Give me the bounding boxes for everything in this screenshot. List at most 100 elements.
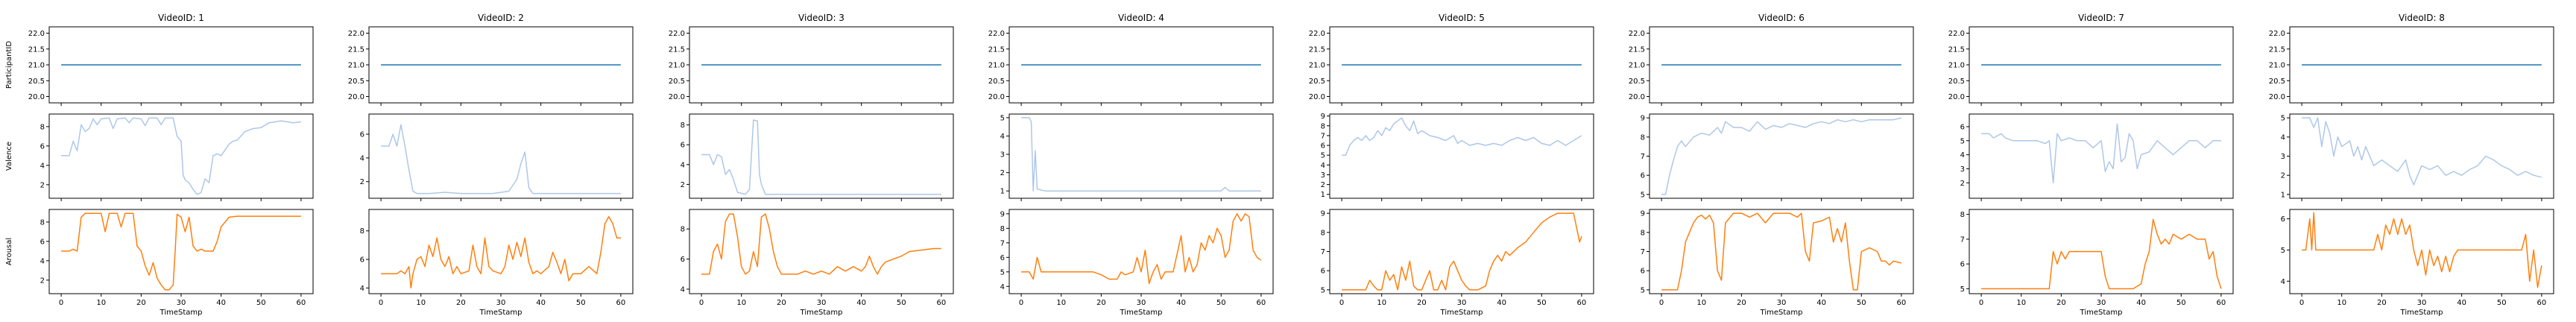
x-tick-label: 20 [1096, 299, 1106, 307]
x-tick-label: 50 [897, 299, 906, 307]
y-tick-label: 9 [1641, 210, 1645, 218]
series-line-arousal-video-5 [1342, 212, 1582, 291]
y-tick-label: 20.0 [1629, 93, 1645, 101]
y-tick-label: 5 [1000, 268, 1005, 277]
y-tick-label: 7 [1321, 248, 1325, 256]
y-tick-label: 4 [681, 285, 685, 294]
series-line-valence-video-3 [701, 119, 941, 195]
y-tick-label: 20.5 [1629, 78, 1645, 86]
y-tick-label: 8 [1321, 229, 1325, 237]
x-tick-label: 60 [616, 299, 626, 307]
y-tick-label: 6 [2281, 215, 2285, 224]
y-tick-label: 21.0 [1948, 62, 1965, 70]
y-tick-label: 4 [2281, 133, 2285, 142]
panel-frame-r2-c4 [1008, 113, 1274, 199]
x-tick-label: 60 [1257, 299, 1266, 307]
y-tick-label: 21.5 [28, 45, 45, 54]
y-tick-label: 20.5 [348, 78, 364, 86]
y-axis-label-valence: Valence [5, 142, 13, 171]
series-line-valence-video-6 [1661, 117, 1902, 195]
x-tick-label: 0 [59, 299, 63, 307]
y-tick-label: 8 [681, 121, 685, 130]
y-tick-label: 22.0 [348, 30, 364, 38]
y-tick-label: 1 [2281, 191, 2285, 199]
y-tick-label: 4 [1000, 283, 1005, 291]
y-tick-label: 2 [2281, 172, 2285, 180]
panel-frame-r3-c2 [368, 209, 634, 294]
y-tick-label: 22.0 [2269, 30, 2285, 38]
y-tick-label: 20.5 [1309, 78, 1325, 86]
series-line-valence-video-2 [381, 124, 621, 195]
x-tick-label: 40 [1497, 299, 1506, 307]
x-tick-label: 40 [536, 299, 546, 307]
series-line-valence-video-8 [2302, 117, 2542, 186]
x-tick-label: 40 [1176, 299, 1186, 307]
y-tick-label: 6 [360, 256, 364, 265]
series-line-arousal-video-2 [381, 215, 621, 289]
y-tick-label: 20.0 [1309, 93, 1325, 101]
y-tick-label: 6 [1960, 123, 1965, 131]
y-tick-label: 8 [1960, 211, 1965, 219]
y-tick-label: 8 [1321, 122, 1325, 130]
x-tick-label: 0 [1019, 299, 1023, 307]
panel-frame-r2-c7 [1969, 113, 2234, 199]
y-tick-label: 2 [1321, 181, 1325, 189]
y-tick-label: 21.0 [348, 62, 364, 70]
y-tick-label: 22.0 [28, 30, 45, 38]
series-line-valence-video-1 [61, 117, 301, 195]
x-tick-label: 20 [1737, 299, 1746, 307]
y-tick-label: 21.0 [2269, 62, 2285, 70]
y-tick-label: 5 [1960, 285, 1965, 294]
x-tick-label: 30 [1137, 299, 1146, 307]
panel-frame-r2-c1 [48, 113, 314, 199]
y-tick-label: 20.0 [28, 93, 45, 101]
x-tick-label: 30 [496, 299, 506, 307]
x-tick-label: 50 [1537, 299, 1547, 307]
panel-title-video-4: VideoID: 4 [1118, 13, 1164, 23]
y-tick-label: 1 [1321, 191, 1325, 199]
series-line-arousal-video-6 [1661, 212, 1902, 291]
y-tick-label: 6 [1960, 261, 1965, 269]
y-tick-label: 8 [681, 226, 685, 234]
x-axis-label: TimeStamp [2400, 309, 2443, 317]
y-tick-label: 20.0 [1948, 93, 1965, 101]
y-tick-label: 2 [40, 181, 45, 189]
y-tick-label: 1 [1000, 188, 1005, 196]
y-tick-label: 6 [1641, 172, 1645, 180]
series-line-arousal-video-3 [701, 213, 941, 275]
panel-frame-r2-c6 [1649, 113, 1914, 199]
y-tick-label: 3 [1000, 151, 1005, 160]
y-tick-label: 4 [360, 285, 364, 293]
x-tick-label: 0 [1339, 299, 1344, 307]
y-tick-label: 21.5 [1629, 45, 1645, 54]
y-tick-label: 4 [681, 161, 685, 169]
x-tick-label: 10 [2016, 299, 2026, 307]
y-tick-label: 5 [1321, 286, 1325, 294]
y-tick-label: 3 [2281, 153, 2285, 161]
x-tick-label: 40 [2136, 299, 2146, 307]
x-tick-label: 50 [576, 299, 586, 307]
panel-title-video-2: VideoID: 2 [478, 13, 524, 23]
x-axis-label: TimeStamp [1440, 309, 1483, 317]
x-tick-label: 60 [297, 299, 306, 307]
x-tick-label: 10 [96, 299, 106, 307]
x-axis-label: TimeStamp [1760, 309, 1803, 317]
y-tick-label: 5 [1641, 191, 1645, 199]
y-tick-label: 3 [1321, 171, 1325, 180]
x-axis-label: TimeStamp [2080, 309, 2123, 317]
y-tick-label: 3 [1960, 165, 1965, 174]
x-axis-label: TimeStamp [160, 309, 203, 317]
y-tick-label: 21.5 [669, 45, 685, 54]
x-axis-label: TimeStamp [1120, 309, 1163, 317]
y-tick-label: 9 [1000, 210, 1005, 218]
y-tick-label: 8 [360, 227, 364, 236]
y-tick-label: 2 [1960, 180, 1965, 188]
series-line-arousal-video-7 [1981, 218, 2222, 290]
x-tick-label: 50 [2497, 299, 2507, 307]
y-tick-label: 4 [1000, 133, 1005, 141]
series-line-arousal-video-4 [1021, 213, 1262, 285]
panel-frame-r2-c5 [1329, 113, 1594, 199]
y-tick-label: 7 [1641, 153, 1645, 161]
y-tick-label: 21.5 [988, 45, 1005, 54]
